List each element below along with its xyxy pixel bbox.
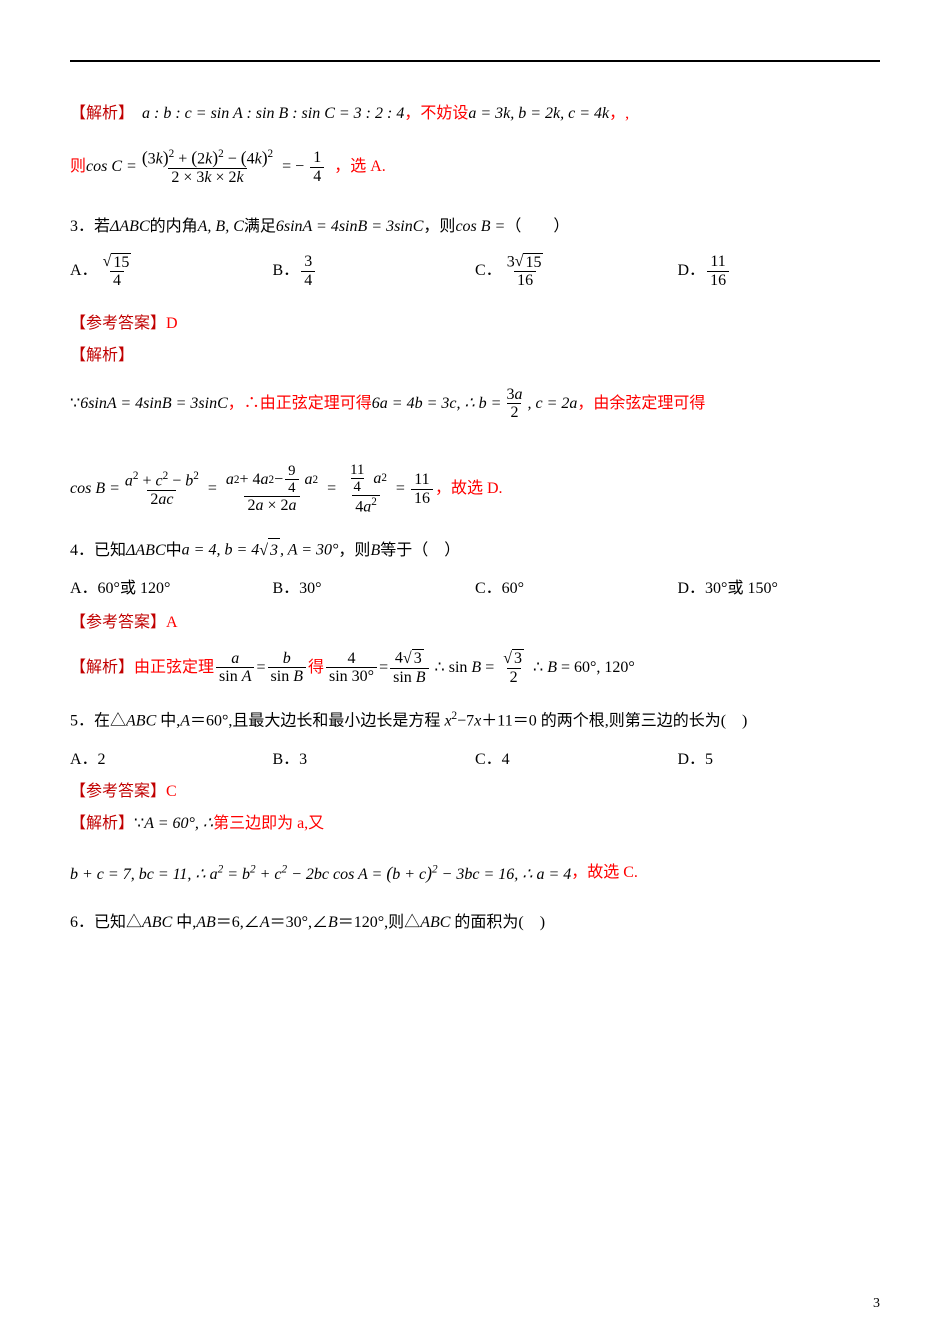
q5-choice-a: A．2 bbox=[70, 748, 273, 772]
q4-stem: 4．已知 ΔABC 中 a = 4, b = 4√3, A = 30° ，则 B… bbox=[70, 538, 880, 563]
prev-tail: ，, bbox=[609, 102, 629, 126]
q5-expl2: b + c = 7, bc = 11, ∴ a2 = b2 + c2 − 2bc… bbox=[70, 860, 880, 887]
q3-stem: 3．若 ΔABC 的内角 A, B, C 满足 6sinA = 4sinB = … bbox=[70, 215, 880, 239]
header-rule bbox=[70, 60, 880, 62]
q3-paren: （ ） bbox=[505, 215, 569, 239]
q3-ask: cos B = bbox=[455, 215, 505, 239]
q4-answer: 【参考答案】 A bbox=[70, 611, 880, 635]
cosC-frac1: (3k)2 + (2k)2 − (4k)2 2 × 3k × 2k bbox=[139, 148, 276, 187]
q3-t3: ，则 bbox=[423, 215, 455, 239]
q5-choices: A．2 B．3 C．4 D．5 bbox=[70, 748, 880, 772]
q3-cond: 6sinA = 4sinB = 3sinC bbox=[276, 215, 424, 239]
cosC-frac2: 1 4 bbox=[310, 149, 324, 185]
q3-analysis-label: 【解析】 bbox=[70, 344, 880, 368]
q3-abc: A, B, C bbox=[198, 215, 244, 239]
q3-answer: 【参考答案】 D bbox=[70, 312, 880, 336]
prev-expr2: a = 3k, b = 2k, c = 4k bbox=[468, 102, 609, 126]
q5-expl1: 【解析】 ∵ A = 60°, ∴ 第三边即为 a,又 bbox=[70, 812, 880, 836]
prev-mid: ，不妨设 bbox=[404, 102, 468, 126]
q6-stem: 6．已知△ABC 中,AB＝6,∠A＝30°,∠B＝120°,则△ABC 的面积… bbox=[70, 911, 880, 935]
q3-choice-c: C． 3√15 16 bbox=[475, 253, 678, 290]
q4-expl: 【解析】 由正弦定理 a sin A = b sin B 得 4 sin 30°… bbox=[70, 649, 880, 686]
q5-answer: 【参考答案】 C bbox=[70, 780, 880, 804]
prev-expr1: a : b : c = sin A : sin B : sin C = 3 : … bbox=[142, 102, 404, 126]
q3-choices: A． √15 4 B． 3 4 C． 3√15 16 D． 11 16 bbox=[70, 253, 880, 290]
cosC-line: 则 cos C = (3k)2 + (2k)2 − (4k)2 2 × 3k ×… bbox=[70, 148, 880, 187]
cosC-tail: ， bbox=[334, 155, 350, 179]
q3-t2: 满足 bbox=[244, 215, 276, 239]
q4-choices: A．60°或 120° B．30° C．60° D．30°或 150° bbox=[70, 577, 880, 601]
q3-cosB-line: cos B = a2 + c2 − b2 2ac = a2 + 4a2 − 94… bbox=[70, 462, 880, 516]
q3-tri: ΔABC bbox=[110, 215, 150, 239]
cosC-choose: 选 A. bbox=[350, 155, 386, 179]
q4-choice-c: C．60° bbox=[475, 577, 678, 601]
q5-text: 5．在△ABC 中,A＝60°,且最大边长和最小边长是方程 x2−7x＋11＝0… bbox=[70, 708, 747, 733]
q3-choice-d: D． 11 16 bbox=[678, 253, 881, 289]
q4-choice-b: B．30° bbox=[273, 577, 476, 601]
q5-choice-d: D．5 bbox=[678, 748, 881, 772]
cosC-eq: = − bbox=[278, 155, 308, 179]
q3-num: 3．若 bbox=[70, 215, 110, 239]
q5-choice-b: B．3 bbox=[273, 748, 476, 772]
cosC-lead: 则 bbox=[70, 155, 86, 179]
cosC-lhs: cos C = bbox=[86, 155, 137, 179]
analysis-label: 【解析】 bbox=[70, 102, 134, 126]
q4-choice-d: D．30°或 150° bbox=[678, 577, 881, 601]
q3-expl-line1: ∵ 6sinA = 4sinB = 3sinC ，∴ 由正弦定理可得 6a = … bbox=[70, 386, 880, 422]
q5-choice-c: C．4 bbox=[475, 748, 678, 772]
q6-text: 6．已知△ABC 中,AB＝6,∠A＝30°,∠B＝120°,则△ABC 的面积… bbox=[70, 911, 545, 935]
q3-choice-b: B． 3 4 bbox=[273, 253, 476, 289]
q3-t1: 的内角 bbox=[150, 215, 198, 239]
q3-choice-a: A． √15 4 bbox=[70, 253, 273, 290]
page-number: 3 bbox=[873, 1293, 880, 1314]
q4-choice-a: A．60°或 120° bbox=[70, 577, 273, 601]
prev-analysis-line: 【解析】 a : b : c = sin A : sin B : sin C =… bbox=[70, 102, 880, 126]
q5-stem: 5．在△ABC 中,A＝60°,且最大边长和最小边长是方程 x2−7x＋11＝0… bbox=[70, 708, 880, 733]
